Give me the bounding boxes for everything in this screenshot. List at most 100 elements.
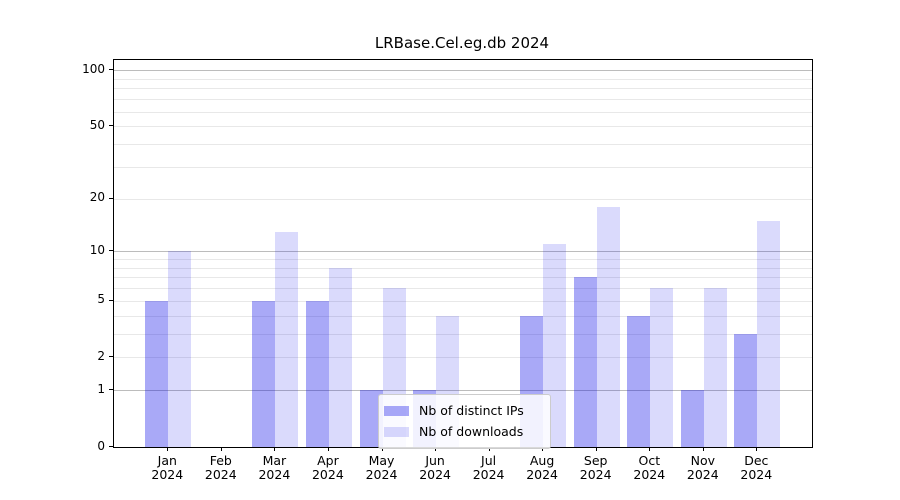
bar-distinct-ips-dec — [734, 333, 758, 447]
gridline-minor — [114, 143, 812, 145]
x-tick-mark — [381, 447, 383, 451]
y-tick-mark — [109, 69, 113, 71]
x-tick-mark — [756, 447, 758, 451]
x-tick-label: Dec 2024 — [716, 454, 796, 482]
gridline-minor — [114, 288, 812, 290]
x-tick-month: Nov — [690, 453, 715, 468]
bar-downloads-dec — [757, 220, 781, 447]
gridline-minor — [114, 277, 812, 279]
x-tick-mark — [167, 447, 169, 451]
y-tick-mark — [109, 125, 113, 127]
y-tick-mark — [109, 299, 113, 301]
x-tick-label: Jan 2024 — [127, 454, 207, 482]
y-tick-label: 0 — [97, 438, 105, 453]
gridline-major — [114, 390, 812, 392]
x-tick-month: Jul — [481, 453, 497, 468]
legend-entry-distinct-ips: Nb of distinct IPs — [384, 400, 544, 421]
bar-downloads-nov — [703, 288, 727, 447]
x-tick-month: May — [368, 453, 395, 468]
gridline-minor — [114, 78, 812, 80]
bar-distinct-ips-jan — [145, 300, 169, 447]
legend: Nb of distinct IPs Nb of downloads — [378, 394, 551, 449]
bar-downloads-apr — [328, 267, 352, 447]
x-tick-year: 2024 — [526, 467, 558, 482]
gridline-minor — [114, 88, 812, 90]
gridline-minor — [114, 198, 812, 200]
legend-label-distinct-ips: Nb of distinct IPs — [419, 403, 524, 418]
x-tick-year: 2024 — [472, 467, 505, 482]
x-tick-month: Sep — [583, 453, 608, 468]
bar-downloads-sep — [596, 206, 620, 447]
bar-distinct-ips-nov — [680, 390, 704, 447]
x-tick-year: 2024 — [740, 467, 773, 482]
gridline-minor — [114, 166, 812, 168]
gridline-major — [114, 251, 812, 253]
gridline-minor — [114, 300, 812, 302]
x-tick-year: 2024 — [365, 467, 398, 482]
gridline-minor — [114, 99, 812, 101]
x-tick-year: 2024 — [686, 467, 719, 482]
bar-distinct-ips-sep — [573, 277, 597, 447]
x-tick-month: Aug — [529, 453, 555, 468]
x-tick-month: Jun — [425, 453, 445, 468]
x-tick-year: 2024 — [151, 467, 184, 482]
gridline-minor — [114, 315, 812, 317]
x-tick-year: 2024 — [633, 467, 666, 482]
x-tick-year: 2024 — [419, 467, 451, 482]
bar-distinct-ips-may — [359, 390, 383, 447]
x-tick-mark — [435, 447, 437, 451]
x-tick-label: Jun 2024 — [395, 454, 475, 482]
x-tick-month: Dec — [744, 453, 769, 468]
x-tick-year: 2024 — [579, 467, 612, 482]
legend-label-downloads: Nb of downloads — [419, 424, 524, 439]
y-tick-label: 50 — [89, 117, 105, 132]
bar-downloads-oct — [650, 288, 674, 447]
gridline-minor — [114, 126, 812, 128]
x-tick-month: Jan — [157, 453, 177, 468]
legend-entry-downloads: Nb of downloads — [384, 421, 544, 442]
bar-downloads-jan — [168, 251, 192, 447]
bar-distinct-ips-mar — [252, 300, 276, 447]
x-tick-year: 2024 — [258, 467, 291, 482]
y-tick-label: 100 — [82, 61, 105, 76]
legend-swatch-downloads — [384, 426, 409, 437]
x-tick-label: Oct 2024 — [609, 454, 689, 482]
y-tick-label: 5 — [97, 292, 105, 307]
x-tick-mark — [595, 447, 597, 451]
x-tick-label: Mar 2024 — [234, 454, 314, 482]
bar-distinct-ips-apr — [305, 300, 329, 447]
x-tick-mark — [649, 447, 651, 451]
x-tick-label: Apr 2024 — [288, 454, 368, 482]
y-tick-mark — [109, 446, 113, 447]
y-tick-mark — [109, 356, 113, 358]
x-tick-month: Apr — [317, 453, 339, 468]
y-tick-label: 1 — [97, 381, 105, 396]
gridline-major — [114, 70, 812, 72]
x-tick-label: Aug 2024 — [502, 454, 582, 482]
chart-title: LRBase.Cel.eg.db 2024 — [374, 34, 550, 52]
x-tick-month: Feb — [209, 453, 232, 468]
x-tick-label: Feb 2024 — [181, 454, 261, 482]
x-tick-mark — [702, 447, 704, 451]
x-tick-label: Jul 2024 — [449, 454, 529, 482]
x-tick-mark — [274, 447, 276, 451]
gridline-minor — [114, 267, 812, 269]
x-tick-mark — [542, 447, 544, 451]
gridline-minor — [114, 333, 812, 335]
y-tick-label: 10 — [89, 242, 105, 257]
y-tick-mark — [109, 389, 113, 391]
x-tick-label: Sep 2024 — [556, 454, 636, 482]
plot-area: Nb of distinct IPs Nb of downloads — [113, 59, 813, 449]
x-tick-mark — [220, 447, 222, 451]
legend-swatch-distinct-ips — [384, 405, 409, 416]
gridline-minor — [114, 111, 812, 113]
gridline-minor — [114, 357, 812, 359]
x-tick-mark — [488, 447, 490, 451]
x-tick-label: Nov 2024 — [663, 454, 743, 482]
x-tick-year: 2024 — [204, 467, 237, 482]
x-tick-label: May 2024 — [342, 454, 422, 482]
x-tick-mark — [327, 447, 329, 451]
y-tick-mark — [109, 250, 113, 252]
y-tick-label: 2 — [97, 348, 105, 363]
